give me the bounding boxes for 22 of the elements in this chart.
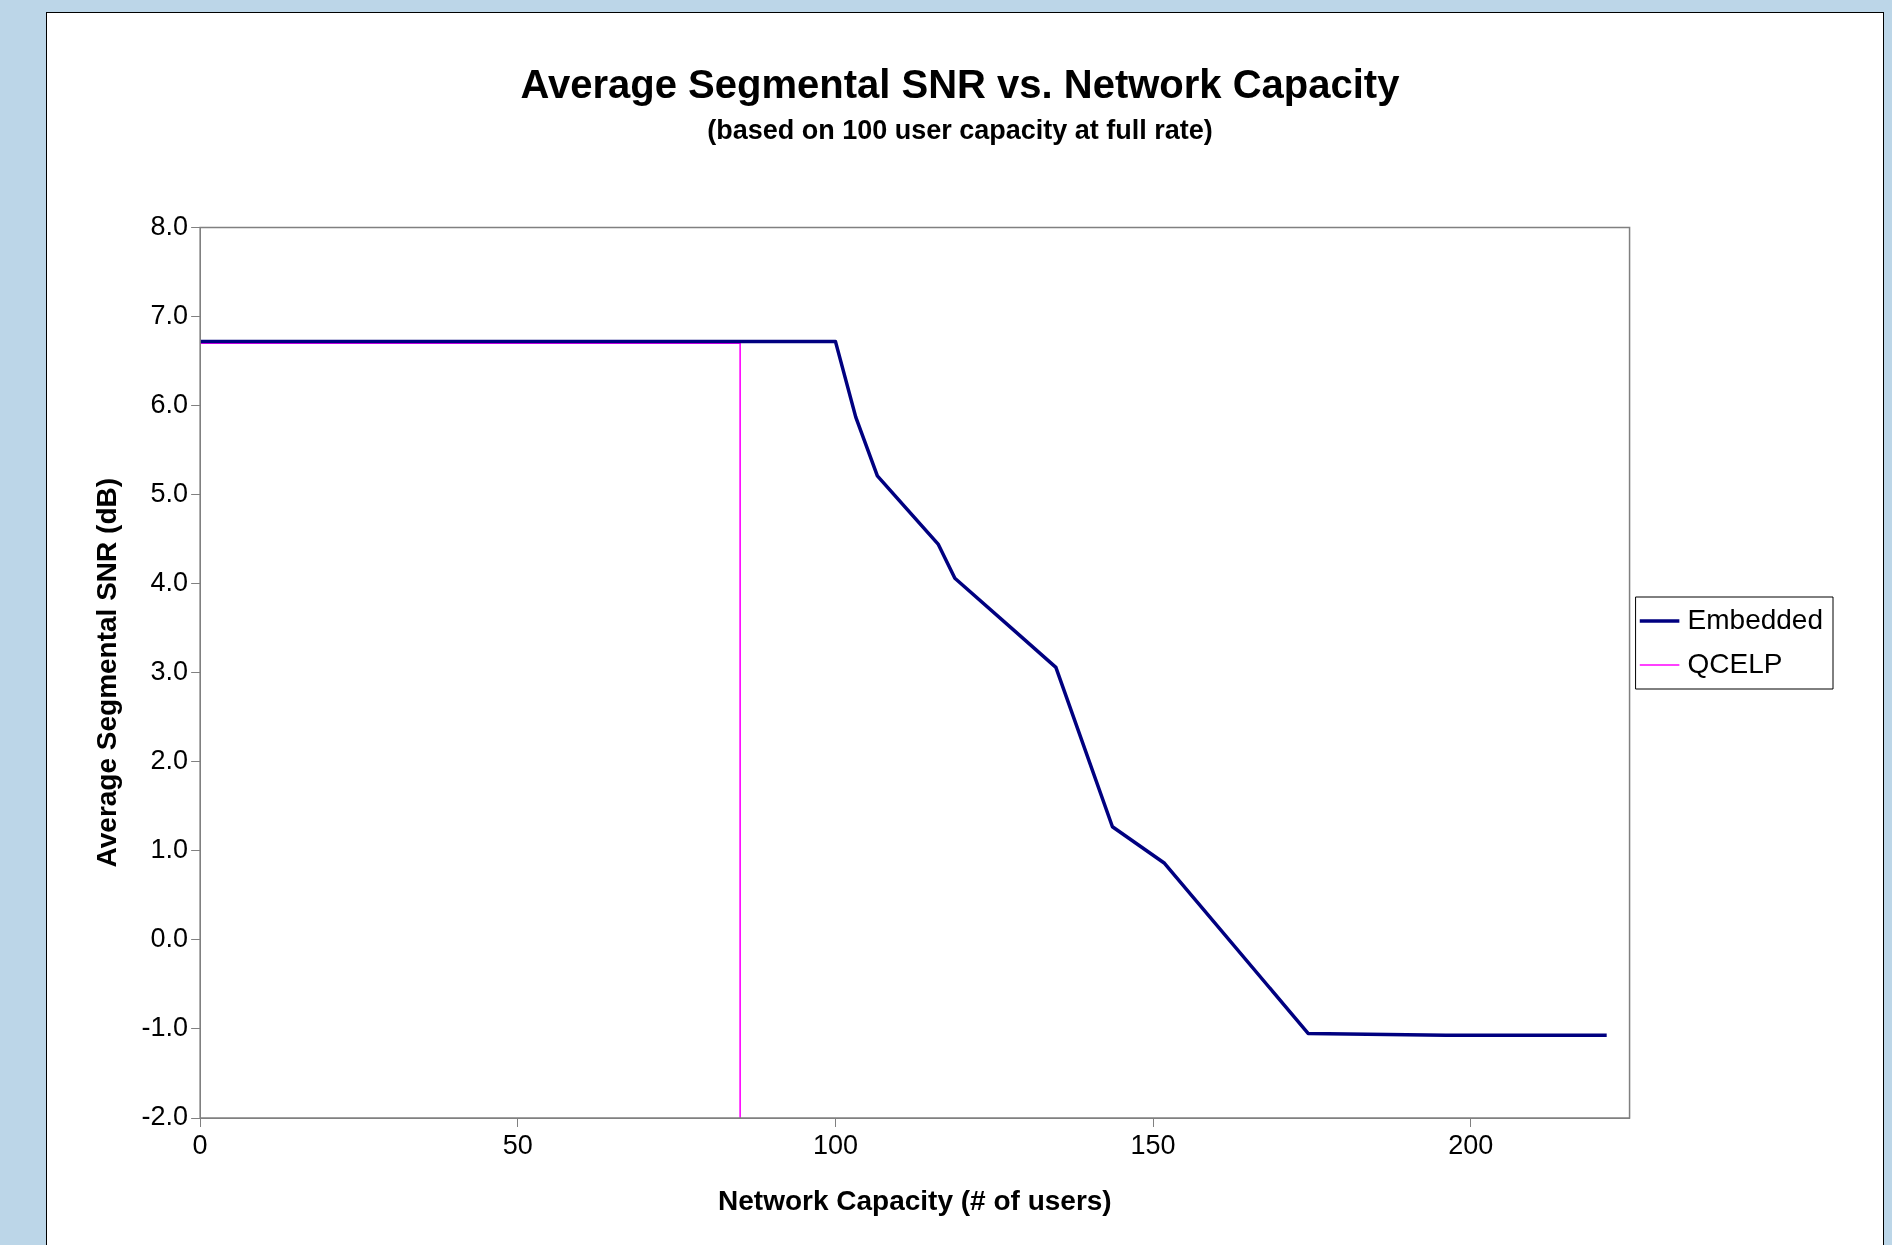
x-tick-label: 150	[1130, 1129, 1176, 1160]
legend-label: QCELP	[1687, 647, 1783, 679]
y-tick-label: 7.0	[150, 299, 189, 330]
y-axis-title: Average Segmental SNR (dB)	[90, 477, 122, 868]
y-tick-label: 5.0	[150, 478, 189, 509]
y-tick-label: 4.0	[150, 567, 189, 598]
y-tick-label: 3.0	[150, 656, 189, 687]
y-tick-label: 1.0	[150, 834, 189, 865]
chart-title: Average Segmental SNR vs. Network Capacity	[520, 62, 1401, 107]
x-tick-label: 0	[192, 1129, 208, 1160]
y-tick-label: -1.0	[141, 1012, 189, 1043]
legend-label: Embedded	[1687, 603, 1823, 635]
y-tick-label: 0.0	[150, 923, 189, 954]
y-tick-label: 6.0	[150, 388, 189, 419]
x-tick-label: 200	[1448, 1129, 1494, 1160]
y-tick-label: 2.0	[150, 745, 189, 776]
chart-subtitle: (based on 100 user capacity at full rate)	[707, 114, 1213, 145]
x-tick-label: 100	[812, 1129, 858, 1160]
y-tick-label: -2.0	[141, 1101, 189, 1132]
x-tick-label: 50	[502, 1129, 533, 1160]
x-axis-title: Network Capacity (# of users)	[718, 1184, 1112, 1216]
y-tick-label: 8.0	[150, 210, 189, 241]
